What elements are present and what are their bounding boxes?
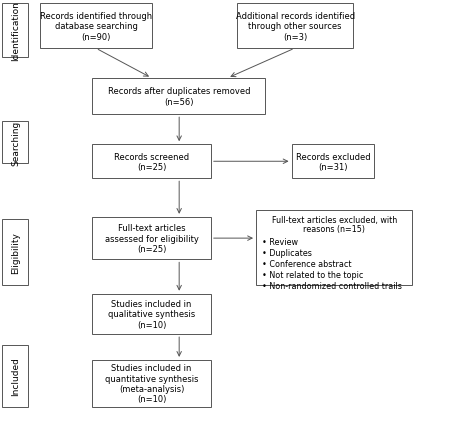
Text: • Review: • Review bbox=[262, 237, 298, 246]
FancyBboxPatch shape bbox=[92, 360, 211, 407]
FancyBboxPatch shape bbox=[40, 4, 152, 49]
FancyBboxPatch shape bbox=[2, 4, 28, 58]
FancyBboxPatch shape bbox=[92, 294, 211, 334]
Text: reasons (n=15): reasons (n=15) bbox=[303, 225, 365, 233]
Text: Records excluded
(n=31): Records excluded (n=31) bbox=[296, 152, 370, 172]
FancyBboxPatch shape bbox=[92, 145, 211, 179]
Text: • Not related to the topic: • Not related to the topic bbox=[262, 271, 363, 279]
Text: Included: Included bbox=[11, 357, 20, 395]
FancyBboxPatch shape bbox=[292, 145, 374, 179]
FancyBboxPatch shape bbox=[2, 345, 28, 407]
Text: Studies included in
quantitative synthesis
(meta-analysis)
(n=10): Studies included in quantitative synthes… bbox=[105, 363, 199, 403]
Text: Searching: Searching bbox=[11, 120, 20, 165]
Text: Records screened
(n=25): Records screened (n=25) bbox=[114, 152, 189, 172]
FancyBboxPatch shape bbox=[92, 217, 211, 260]
Text: Full-text articles
assessed for eligibility
(n=25): Full-text articles assessed for eligibil… bbox=[105, 224, 199, 253]
Text: Additional records identified
through other sources
(n=3): Additional records identified through ot… bbox=[236, 12, 355, 41]
Text: Eligibility: Eligibility bbox=[11, 231, 20, 273]
Text: Identification: Identification bbox=[11, 1, 20, 61]
FancyBboxPatch shape bbox=[237, 4, 353, 49]
Text: Studies included in
qualitative synthesis
(n=10): Studies included in qualitative synthesi… bbox=[108, 299, 195, 329]
FancyBboxPatch shape bbox=[256, 211, 412, 285]
FancyBboxPatch shape bbox=[2, 219, 28, 285]
FancyBboxPatch shape bbox=[92, 79, 265, 115]
Text: Records identified through
database searching
(n=90): Records identified through database sear… bbox=[40, 12, 152, 41]
Text: Full-text articles excluded, with: Full-text articles excluded, with bbox=[272, 215, 397, 224]
FancyBboxPatch shape bbox=[2, 121, 28, 164]
Text: • Non-randomized controlled trails: • Non-randomized controlled trails bbox=[262, 282, 401, 291]
Text: • Conference abstract: • Conference abstract bbox=[262, 259, 351, 268]
Text: • Duplicates: • Duplicates bbox=[262, 248, 311, 257]
Text: Records after duplicates removed
(n=56): Records after duplicates removed (n=56) bbox=[108, 87, 250, 106]
